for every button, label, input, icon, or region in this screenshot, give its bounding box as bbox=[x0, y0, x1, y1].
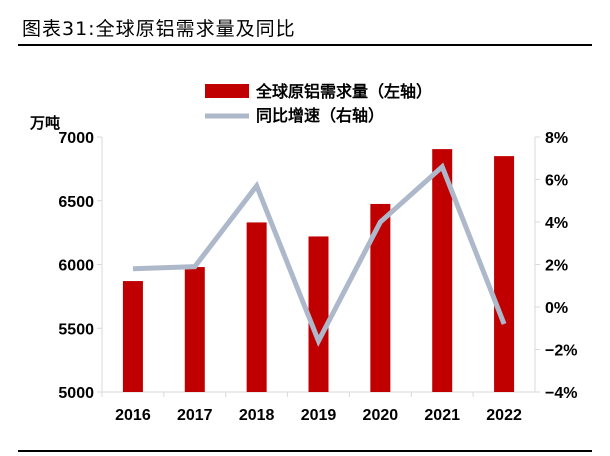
bottom-divider bbox=[18, 450, 592, 452]
x-tick-label: 2018 bbox=[239, 407, 275, 424]
y-axis-label: 万吨 bbox=[29, 114, 60, 132]
left-tick-label: 6000 bbox=[58, 258, 94, 275]
x-tick-label: 2017 bbox=[177, 407, 213, 424]
bar bbox=[308, 236, 329, 392]
right-tick-label: 2% bbox=[545, 258, 568, 275]
bar bbox=[494, 156, 515, 392]
x-tick-label: 2021 bbox=[424, 407, 460, 424]
x-tick-label: 2016 bbox=[115, 407, 151, 424]
bar bbox=[246, 222, 267, 392]
growth-line bbox=[132, 162, 507, 347]
right-tick-label: 6% bbox=[545, 173, 568, 190]
x-tick-label: 2022 bbox=[486, 407, 522, 424]
right-tick-label: −2% bbox=[545, 343, 577, 360]
bar bbox=[370, 203, 391, 392]
chart-title: 图表31:全球原铝需求量及同比 bbox=[22, 18, 296, 40]
right-tick-label: 0% bbox=[545, 300, 568, 317]
x-tick-label: 2019 bbox=[301, 407, 337, 424]
legend-line-label: 同比增速（右轴） bbox=[256, 106, 384, 125]
left-tick-label: 5000 bbox=[58, 385, 94, 402]
right-tick-label: −4% bbox=[545, 385, 577, 402]
bar bbox=[184, 267, 205, 392]
bar bbox=[122, 281, 143, 392]
left-tick-label: 7000 bbox=[58, 130, 94, 147]
left-tick-label: 5500 bbox=[58, 321, 94, 338]
left-tick-label: 6500 bbox=[58, 194, 94, 211]
x-tick-label: 2020 bbox=[363, 407, 399, 424]
legend-bar-label: 全球原铝需求量（左轴） bbox=[255, 82, 432, 101]
right-tick-label: 4% bbox=[545, 215, 568, 232]
legend-bar-swatch bbox=[205, 84, 249, 98]
title-divider bbox=[18, 44, 592, 46]
bar bbox=[432, 149, 453, 392]
right-tick-label: 8% bbox=[545, 130, 568, 147]
